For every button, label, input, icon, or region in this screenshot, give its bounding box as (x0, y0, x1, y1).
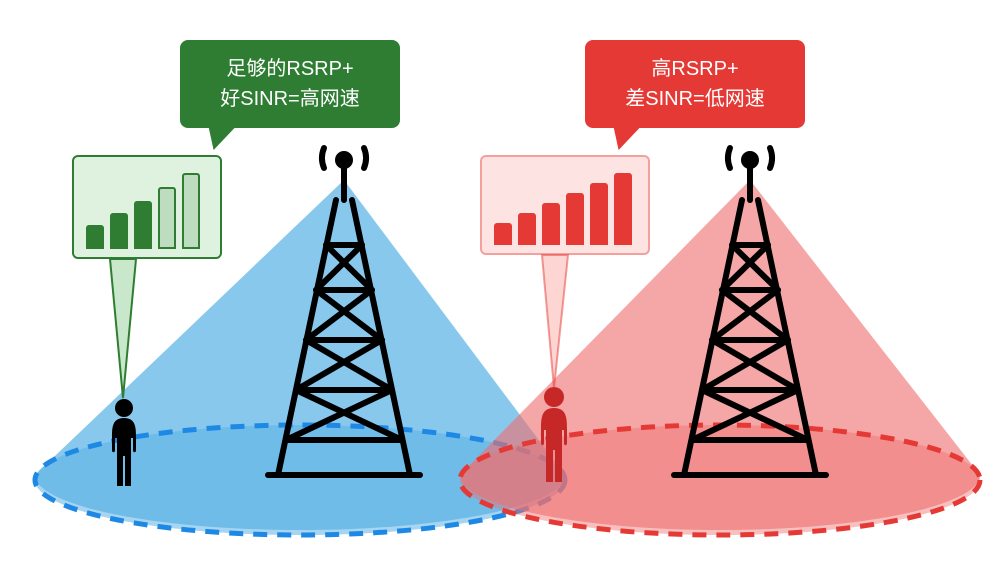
pointer-red (0, 0, 1000, 573)
callout-bad-line2: 差SINR=低网速 (605, 84, 785, 114)
callout-good: 足够的RSRP+ 好SINR=高网速 (180, 40, 400, 128)
callout-good-line2: 好SINR=高网速 (200, 84, 380, 114)
callout-bad: 高RSRP+ 差SINR=低网速 (585, 40, 805, 128)
callout-bad-line1: 高RSRP+ (605, 54, 785, 84)
callout-good-line1: 足够的RSRP+ (200, 54, 380, 84)
diagram-canvas: 足够的RSRP+ 好SINR=高网速 高RSRP+ 差SINR=低网速 (0, 0, 1000, 573)
